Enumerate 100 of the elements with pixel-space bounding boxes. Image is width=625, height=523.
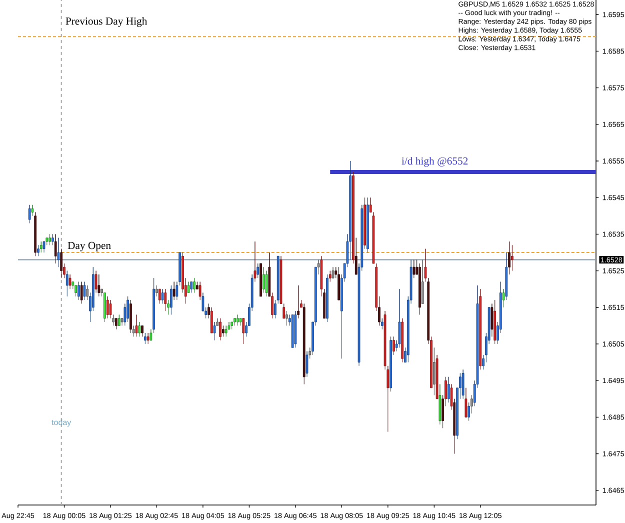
candlestick <box>286 310 288 326</box>
candlestick <box>68 274 72 290</box>
ref-line-label: Previous Day High <box>66 17 148 27</box>
candlestick <box>98 274 100 297</box>
candlestick <box>109 300 112 319</box>
candlestick <box>213 322 216 341</box>
candlestick <box>31 204 34 216</box>
candlestick <box>354 238 358 275</box>
candlestick <box>508 241 510 275</box>
candlestick <box>464 388 468 418</box>
candlestick <box>505 252 508 300</box>
candlestick <box>74 285 77 297</box>
candlestick <box>332 266 334 278</box>
candlestick <box>421 260 424 304</box>
candlestick <box>418 263 421 315</box>
candlestick <box>141 325 144 337</box>
candlestick <box>430 336 432 388</box>
candlestick <box>224 325 228 337</box>
candlestick <box>132 325 135 337</box>
candlestick <box>54 234 57 264</box>
candlestick <box>51 234 54 246</box>
candlestick <box>291 314 294 348</box>
candlestick <box>37 244 40 256</box>
candlestick <box>302 303 306 384</box>
candlestick <box>412 260 416 278</box>
candlestick <box>450 384 453 410</box>
candlestick <box>462 369 464 400</box>
candlestick <box>398 288 401 348</box>
candlestick <box>60 248 63 278</box>
candlestick <box>172 282 176 300</box>
candlestick <box>216 318 219 326</box>
candlestick <box>236 314 239 326</box>
candlestick <box>112 314 115 326</box>
candlestick <box>392 336 395 356</box>
candlestick <box>262 266 265 293</box>
candlestick <box>490 303 494 337</box>
candlestick <box>94 270 98 293</box>
candlestick <box>317 260 320 275</box>
candlestick <box>208 303 210 319</box>
candlestick <box>156 285 158 297</box>
candlestick <box>46 238 48 246</box>
candlestick <box>42 241 46 253</box>
candlestick <box>118 314 120 326</box>
candlestick <box>222 325 224 337</box>
candlestick <box>83 282 86 300</box>
candlestick <box>432 347 436 396</box>
candlestick <box>170 285 172 315</box>
candlestick <box>242 318 245 344</box>
candlestick <box>479 288 482 370</box>
candlestick <box>80 282 83 304</box>
candlestick <box>444 376 447 406</box>
candlestick <box>144 332 146 344</box>
candlestick <box>352 172 354 264</box>
candlestick <box>115 318 118 330</box>
candlestick <box>380 318 384 330</box>
candlestick <box>447 376 450 403</box>
candlestick <box>436 354 438 400</box>
candlestick <box>502 288 505 308</box>
candlestick <box>86 285 89 300</box>
candlestick <box>297 285 300 319</box>
candlestick <box>323 288 326 319</box>
candlestick <box>511 244 514 272</box>
candlestick <box>328 270 332 282</box>
candlestick <box>265 270 268 297</box>
candlestick <box>453 398 456 454</box>
candlestick <box>364 197 366 250</box>
candlestick <box>230 322 234 330</box>
candlestick <box>161 288 164 304</box>
candlestick <box>152 278 156 334</box>
candlestick <box>254 241 256 282</box>
candlestick <box>196 282 198 290</box>
candlestick <box>271 292 274 319</box>
candlestick <box>260 263 262 297</box>
ref-line-label: today <box>52 419 72 427</box>
candlestick <box>320 256 323 297</box>
candlestick <box>100 288 103 297</box>
candlestick <box>390 336 392 392</box>
candlestick <box>256 263 260 278</box>
candlestick <box>164 288 167 312</box>
candlestick <box>198 282 202 300</box>
candlestick <box>308 347 312 359</box>
candlestick <box>470 394 473 414</box>
candlestick <box>126 296 130 322</box>
candlestick <box>268 252 271 297</box>
candlestick <box>150 329 152 341</box>
candlestick <box>494 300 496 344</box>
candlestick <box>234 318 236 326</box>
candlestick <box>468 402 470 422</box>
candlestick <box>219 318 222 341</box>
candlestick <box>138 322 141 337</box>
candlestick <box>294 310 297 348</box>
candlestick <box>66 270 68 297</box>
candlestick <box>190 282 193 293</box>
candlestick <box>167 300 170 315</box>
candlestick <box>135 314 138 337</box>
candlestick <box>193 278 196 293</box>
candlestick <box>300 300 302 308</box>
series-label: i/d high @6552 <box>402 157 468 167</box>
candlestick <box>158 288 161 304</box>
candlestick <box>57 238 60 268</box>
